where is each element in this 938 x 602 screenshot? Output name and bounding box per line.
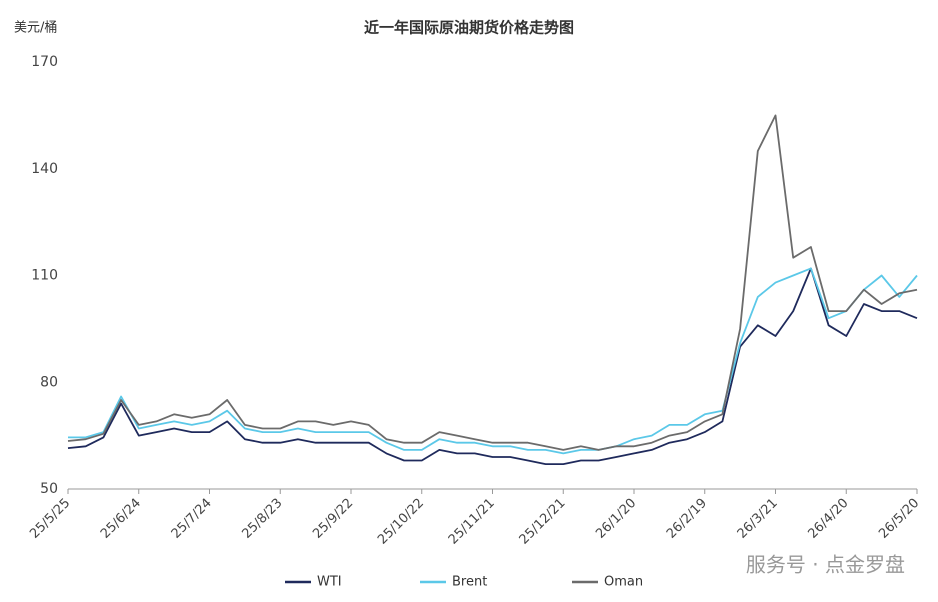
x-tick-label: 25/12/21 xyxy=(517,496,569,548)
x-tick-label: 26/5/20 xyxy=(876,496,922,542)
line-series xyxy=(67,267,918,465)
legend-label: Oman xyxy=(604,575,643,590)
legend-label: WTI xyxy=(317,575,342,590)
y-tick-label: 110 xyxy=(31,268,58,284)
x-tick-label: 25/5/25 xyxy=(27,496,73,542)
x-tick-label: 26/3/21 xyxy=(735,496,781,542)
x-tick-label: 25/8/23 xyxy=(240,496,286,542)
y-axis-label: 美元/桶 xyxy=(14,21,57,36)
line-series xyxy=(68,267,918,455)
x-tick-label: 26/4/20 xyxy=(806,496,852,542)
x-tick-label: 25/11/21 xyxy=(446,496,498,548)
y-tick-label: 170 xyxy=(31,54,58,70)
line-series xyxy=(67,114,918,451)
legend-label: Brent xyxy=(452,575,487,590)
x-tick-label: 25/10/22 xyxy=(375,496,427,548)
x-tick-label: 26/1/20 xyxy=(593,496,639,542)
chart-title: 近一年国际原油期货价格走势图 xyxy=(364,19,574,37)
x-tick-label: 25/7/24 xyxy=(169,496,215,542)
x-tick-label: 25/9/22 xyxy=(310,496,356,542)
watermark: 服务号 · 点金罗盘 xyxy=(746,553,905,577)
y-tick-label: 140 xyxy=(31,161,58,177)
y-tick-label: 80 xyxy=(40,374,58,390)
y-tick-label: 50 xyxy=(40,481,58,497)
x-tick-label: 25/6/24 xyxy=(98,496,144,542)
x-tick-label: 26/2/19 xyxy=(664,496,710,542)
